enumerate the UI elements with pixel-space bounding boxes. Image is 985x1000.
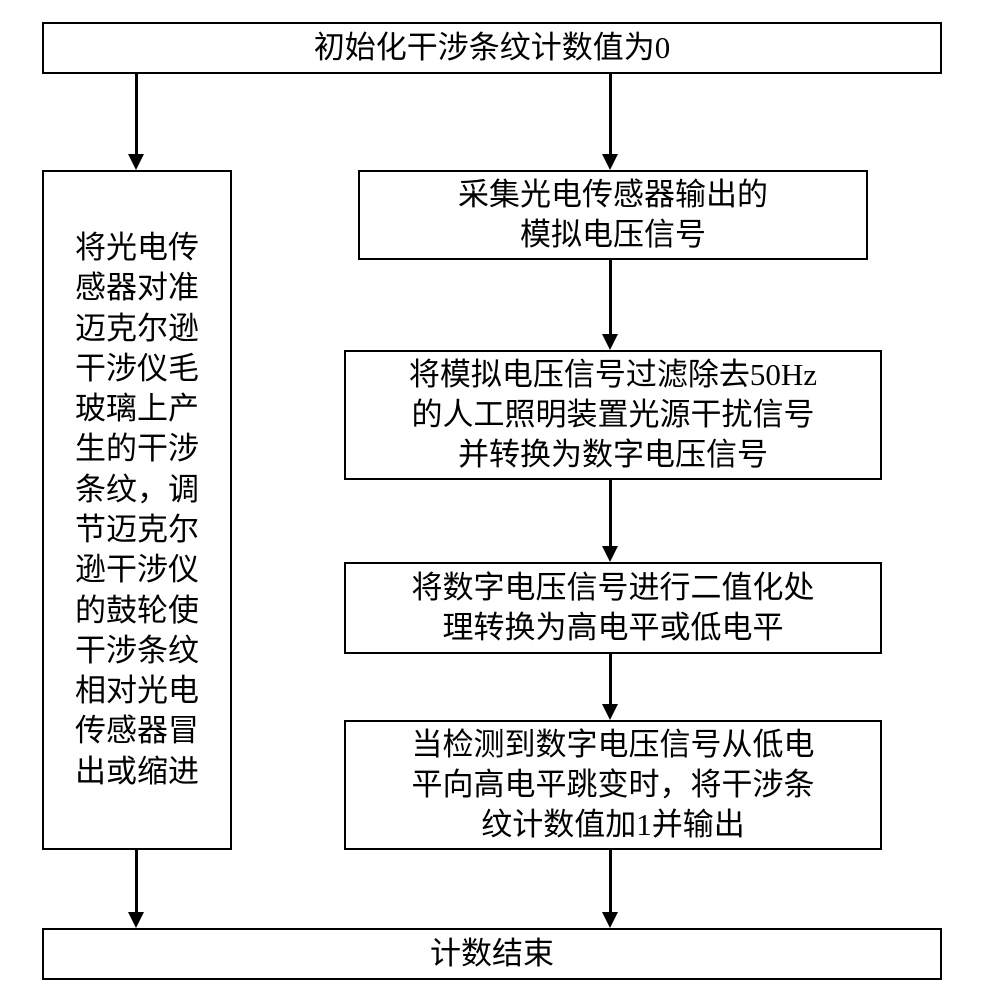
arrow-r2-r3 [609, 480, 612, 546]
box-text-collect: 采集光电传感器输出的 模拟电压信号 [458, 175, 768, 256]
box-text-filter: 将模拟电压信号过滤除去50Hz 的人工照明装置光源干扰信号 并转换为数字电压信号 [409, 355, 817, 476]
box-text-detect: 当检测到数字电压信号从低电 平向高电平跳变时，将干涉条 纹计数值加1并输出 [412, 725, 815, 846]
box-text-binarize: 将数字电压信号进行二值化处 理转换为高电平或低电平 [412, 568, 815, 649]
arrow-top-r1 [609, 74, 612, 154]
flowchart-box-detect: 当检测到数字电压信号从低电 平向高电平跳变时，将干涉条 纹计数值加1并输出 [344, 720, 882, 850]
flowchart-box-init: 初始化干涉条纹计数值为0 [42, 22, 942, 74]
flowchart-box-binarize: 将数字电压信号进行二值化处 理转换为高电平或低电平 [344, 562, 882, 654]
arrowhead-r2-r3 [602, 546, 618, 562]
arrowhead-r4-bottom [602, 912, 618, 928]
box-text-setup: 将光电传 感器对准 迈克尔逊 干涉仪毛 玻璃上产 生的干涉 条纹，调 节迈克尔 … [75, 228, 199, 792]
flowchart-box-setup: 将光电传 感器对准 迈克尔逊 干涉仪毛 玻璃上产 生的干涉 条纹，调 节迈克尔 … [42, 170, 232, 850]
box-text-init: 初始化干涉条纹计数值为0 [314, 28, 671, 68]
arrow-left-bottom [135, 850, 138, 912]
arrowhead-top-left [128, 154, 144, 170]
flowchart-box-collect: 采集光电传感器输出的 模拟电压信号 [358, 170, 868, 260]
arrowhead-top-r1 [602, 154, 618, 170]
arrow-r1-r2 [609, 260, 612, 334]
arrowhead-left-bottom [128, 912, 144, 928]
flowchart-box-end: 计数结束 [42, 928, 942, 980]
arrowhead-r3-r4 [602, 704, 618, 720]
arrowhead-r1-r2 [602, 334, 618, 350]
arrow-top-left [135, 74, 138, 154]
box-text-end: 计数结束 [430, 934, 554, 974]
arrow-r3-r4 [609, 654, 612, 704]
arrow-r4-bottom [609, 850, 612, 912]
flowchart-box-filter: 将模拟电压信号过滤除去50Hz 的人工照明装置光源干扰信号 并转换为数字电压信号 [344, 350, 882, 480]
